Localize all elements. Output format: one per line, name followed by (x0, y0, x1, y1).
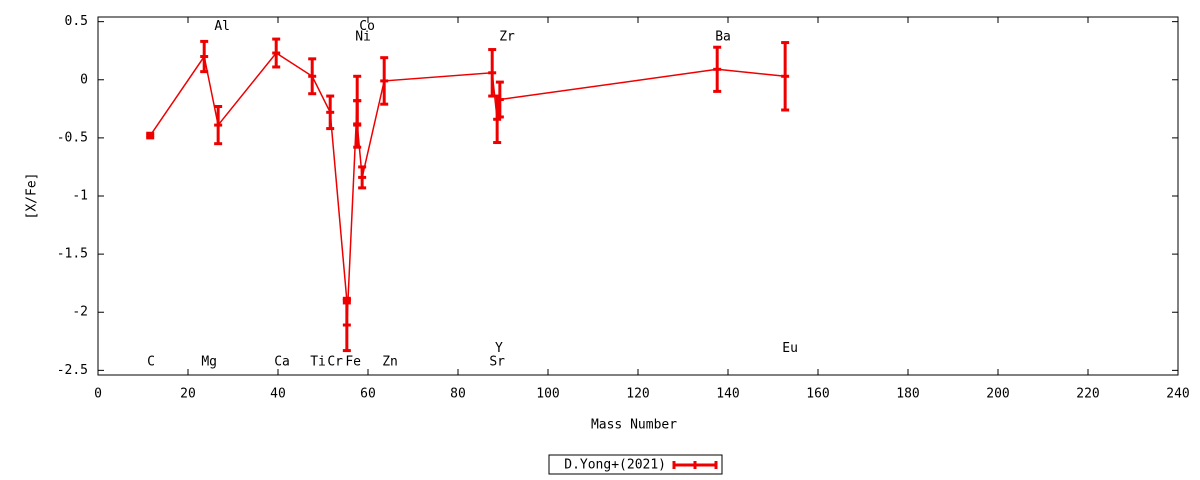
x-tick-label: 40 (270, 387, 286, 402)
x-tick-label: 0 (94, 387, 102, 402)
x-tick-label: 220 (1076, 387, 1099, 402)
element-label: Ba (715, 29, 731, 44)
y-tick-label: 0.5 (65, 14, 88, 29)
error-bar (308, 57, 317, 96)
x-axis-label: Mass Number (591, 418, 677, 433)
x-tick-label: 100 (536, 387, 559, 402)
element-label: Co (359, 19, 375, 34)
element-label: Ni (355, 29, 371, 44)
element-label: Sr (489, 355, 505, 370)
element-label: Fe (345, 355, 361, 370)
element-label: Y (495, 341, 503, 356)
element-label: Ti (310, 355, 326, 370)
x-tick-label: 120 (626, 387, 649, 402)
x-tick-label: 60 (360, 387, 376, 402)
x-tick-label: 20 (180, 387, 196, 402)
error-bar (200, 39, 209, 74)
legend-box (548, 454, 723, 475)
error-bar (326, 94, 335, 131)
element-label: C (147, 355, 155, 370)
y-tick-label: -2.5 (57, 363, 88, 378)
element-label: Cr (327, 355, 343, 370)
y-tick-label: -1 (72, 189, 88, 204)
x-tick-label: 180 (896, 387, 919, 402)
x-tick-label: 140 (716, 387, 739, 402)
error-bar (488, 48, 497, 98)
element-label: Zr (499, 29, 515, 44)
error-bar (380, 56, 389, 106)
x-tick-label: 80 (450, 387, 466, 402)
x-tick-label: 240 (1166, 387, 1189, 402)
error-bar (214, 105, 223, 146)
plot-frame (97, 16, 1179, 376)
element-label: Eu (782, 341, 798, 356)
error-bar (358, 165, 367, 190)
error-bar (713, 45, 722, 93)
element-label: Ca (274, 355, 290, 370)
y-tick-label: -0.5 (57, 130, 88, 145)
element-label: Al (214, 19, 230, 34)
error-bar (146, 131, 155, 140)
error-bar (272, 37, 281, 69)
x-tick-label: 160 (806, 387, 829, 402)
element-label: Zn (382, 355, 398, 370)
y-tick-label: -2 (72, 305, 88, 320)
error-bar (495, 80, 504, 119)
error-bar (342, 297, 351, 353)
legend-label: D.Yong+(2021) (564, 458, 666, 473)
series-line (149, 52, 786, 326)
x-tick-label: 200 (986, 387, 1009, 402)
y-tick-label: -1.5 (57, 247, 88, 262)
y-axis-label: [X/Fe] (25, 173, 40, 220)
error-bar (781, 41, 790, 112)
y-tick-label: 0 (80, 72, 88, 87)
element-label: Mg (201, 355, 217, 370)
error-bar (353, 99, 362, 149)
